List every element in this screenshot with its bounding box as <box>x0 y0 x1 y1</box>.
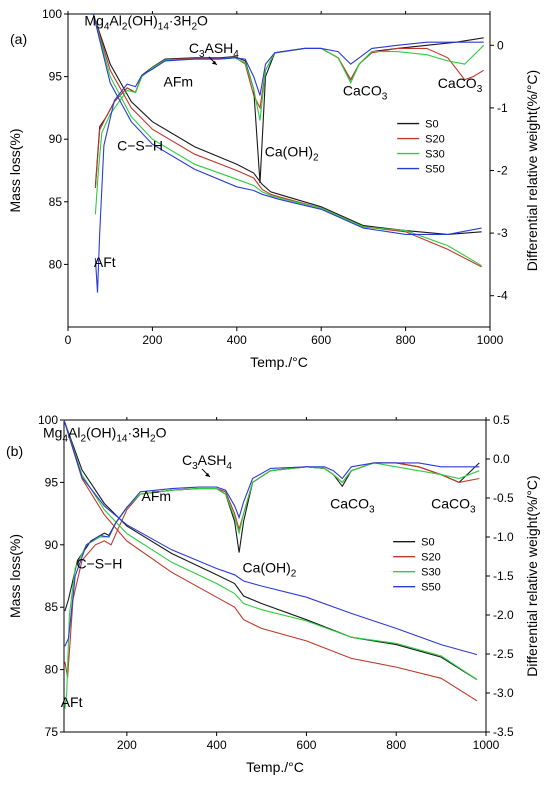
panel-b-label: (b) <box>6 443 23 459</box>
panel-b-y-left-axis-label: Mass loss(%) <box>7 534 23 618</box>
panel-b-y-left-tick-label: 100 <box>38 413 58 427</box>
panel-b-x-axis-label: Temp./°C <box>246 759 304 775</box>
panel-b-y-right-tick-label: 0.0 <box>493 452 510 466</box>
panel-a-y-right-tick-label: -1 <box>497 101 508 115</box>
panel-b-legend-label-s20: S20 <box>421 552 441 564</box>
panel-b-annotation: CaCO3 <box>431 496 476 516</box>
panel-a-x-tick-label: 800 <box>396 333 416 347</box>
panel-a-y-right-tick-label: 0 <box>497 38 504 52</box>
panel-a-mass-line-s50 <box>92 13 482 235</box>
panel-a-annotation: CaCO3 <box>343 82 388 102</box>
panel-a-x-tick-label: 200 <box>142 333 162 347</box>
panel-b-y-right-tick-label: -2.5 <box>493 647 514 661</box>
panel-a-c3ash4-arrowhead <box>211 60 217 65</box>
panel-b-annotation: C−S−H <box>76 556 122 572</box>
panel-b-mass-line-s20 <box>63 419 478 702</box>
panel-a-annotation: C3ASH4 <box>189 40 239 60</box>
panel-b-mass-line-s50 <box>63 419 478 656</box>
panel-a-dtg-line-s50 <box>94 41 484 293</box>
panel-b-x-tick-label: 200 <box>117 738 137 752</box>
panel-a-x-axis-label: Temp./°C <box>250 354 308 370</box>
panel-b-legend-label-s0: S0 <box>421 537 434 549</box>
panel-a-y-left-tick-label: 85 <box>49 195 63 209</box>
panel-a-legend-label-s0: S0 <box>425 119 438 131</box>
panel-b-annotation: CaCO3 <box>330 496 375 516</box>
panel-b-annotation: C3ASH4 <box>182 452 232 472</box>
panel-a-annotation: C−S−H <box>117 137 163 153</box>
panel-b-y-right-tick-label: -2.0 <box>493 608 514 622</box>
panel-a-x-tick-label: 1000 <box>477 333 504 347</box>
panel-b-dtg-line-s30 <box>64 462 480 709</box>
panel-a-y-right-axis-label: Differential relative weight(%/°C) <box>524 70 540 271</box>
panel-a-annotation: Mg4Al2(OH)14·3H2O <box>84 12 208 32</box>
panel-a-y-right-tick-label: -3 <box>497 226 508 240</box>
panel-b-mass-line-s30 <box>63 419 478 681</box>
panel-b-y-right-tick-label: -3.0 <box>493 686 514 700</box>
panel-b-annotation: AFt <box>61 694 83 710</box>
panel-b-annotation: Ca(OH)2 <box>243 559 297 579</box>
panel-a-x-tick-label: 0 <box>65 333 72 347</box>
panel-a-y-right-tick-label: -2 <box>497 164 508 178</box>
panel-a-legend-label-s20: S20 <box>425 134 445 146</box>
panel-b-dtg-line-s50 <box>64 462 480 647</box>
panel-b-annotation: AFm <box>142 488 172 504</box>
panel-b-y-left-tick-label: 95 <box>45 475 59 489</box>
panel-a-mass-line-s30 <box>92 13 482 267</box>
panel-b-legend-label-s30: S30 <box>421 567 441 579</box>
panel-a-mass-line-s20 <box>92 13 482 268</box>
panel-b-x-tick-label: 600 <box>296 738 316 752</box>
panel-b-y-right-tick-label: -0.5 <box>493 491 514 505</box>
panel-b-y-right-axis-label: Differential relative weight(%/°C) <box>524 475 540 676</box>
panel-a-dtg-line-s20 <box>94 47 484 189</box>
panel-a-annotation: CaCO3 <box>438 75 483 95</box>
panel-a-y-left-axis-label: Mass loss(%) <box>7 128 23 212</box>
panel-b-x-tick-label: 1000 <box>473 738 500 752</box>
panel-a-label: (a) <box>10 31 27 47</box>
panel-b-y-right-tick-label: -3.5 <box>493 725 514 739</box>
panel-a-x-tick-label: 600 <box>311 333 331 347</box>
panel-b-y-left-tick-label: 75 <box>45 725 59 739</box>
panel-a-annotation: AFm <box>164 74 194 90</box>
panel-b-c3ash4-arrowhead <box>204 472 210 477</box>
panel-a-y-left-tick-label: 80 <box>49 257 63 271</box>
panel-b-x-tick-label: 800 <box>386 738 406 752</box>
panel-b-annotation: Mg4Al2(OH)14·3H2O <box>43 424 167 444</box>
panel-a-y-right-tick-label: -4 <box>497 289 508 303</box>
panel-a-y-left-tick-label: 90 <box>49 132 63 146</box>
panel-b-mass-line-s0 <box>63 419 478 681</box>
panel-a-x-tick-label: 400 <box>227 333 247 347</box>
panel-a-legend-label-s30: S30 <box>425 149 445 161</box>
panel-b-legend-label-s50: S50 <box>421 582 441 594</box>
panel-b-y-left-tick-label: 85 <box>45 600 59 614</box>
panel-a-annotation: Ca(OH)2 <box>265 144 319 164</box>
panel-b-y-left-tick-label: 80 <box>45 663 59 677</box>
panel-b-y-left-tick-label: 90 <box>45 538 59 552</box>
panel-b-y-right-tick-label: -1.0 <box>493 530 514 544</box>
panel-a-annotation: AFt <box>94 254 116 270</box>
panel-a-dtg-line-s30 <box>94 44 485 215</box>
panel-b-y-right-tick-label: -1.5 <box>493 569 514 583</box>
panel-b-x-tick-label: 400 <box>207 738 227 752</box>
panel-a-legend-label-s50: S50 <box>425 164 445 176</box>
panel-a-y-left-tick-label: 95 <box>49 70 63 84</box>
panel-b-y-right-tick-label: 0.5 <box>493 413 510 427</box>
panel-a-y-left-tick-label: 100 <box>42 7 62 21</box>
